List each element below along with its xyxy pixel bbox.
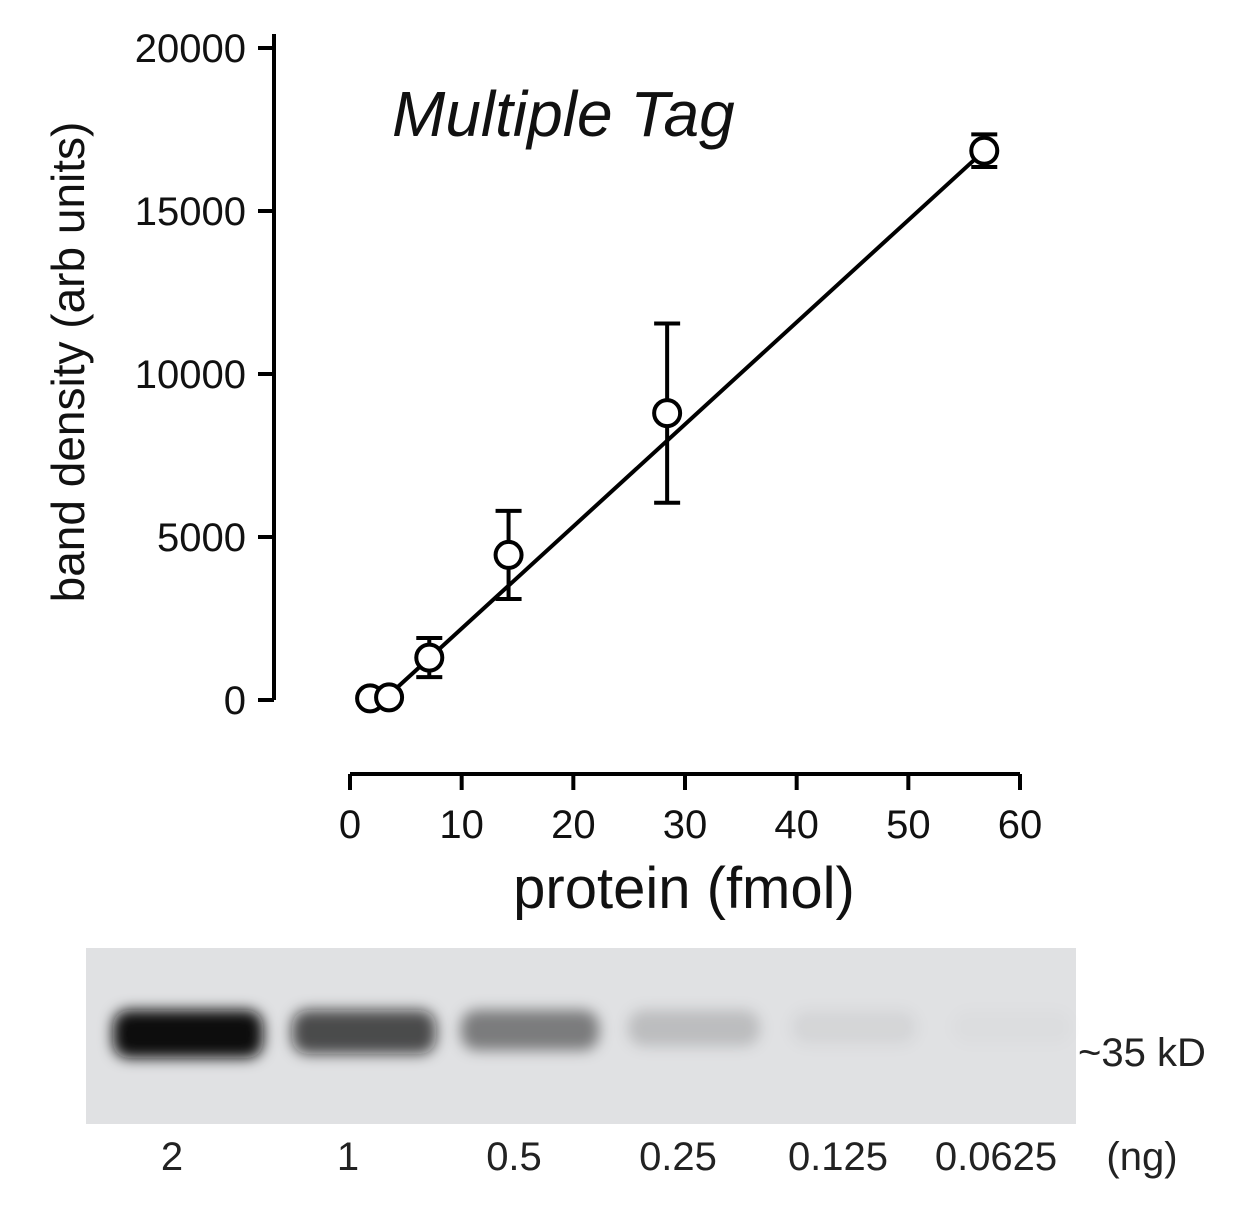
chart-title: Multiple Tag — [392, 78, 735, 150]
data-point — [374, 682, 405, 713]
blot-lane-label: 2 — [161, 1135, 183, 1179]
scatter-chart: 0 5000 10000 15000 20000 0 10 20 30 40 50 60 Multi… — [42, 27, 1042, 921]
x-tick-label: 40 — [774, 803, 819, 847]
fit-line — [382, 149, 986, 702]
blot-band — [292, 1010, 436, 1055]
y-axis-ticks — [258, 46, 274, 702]
blot-unit-label: (ng) — [1106, 1135, 1177, 1179]
y-tick-label: 0 — [224, 679, 246, 723]
x-tick-label: 0 — [339, 803, 361, 847]
x-tick-label: 20 — [551, 803, 596, 847]
y-tick-label: 10000 — [135, 353, 246, 397]
data-point — [969, 135, 1000, 166]
x-axis-tick-labels: 0 10 20 30 40 50 60 — [339, 803, 1042, 847]
blot-lane-label: 1 — [337, 1135, 359, 1179]
x-tick-label: 60 — [998, 803, 1043, 847]
blot-band — [791, 1010, 917, 1045]
blot-marker-label: ~35 kD — [1078, 1031, 1206, 1075]
blot-lane-label: 0.5 — [486, 1135, 542, 1179]
x-tick-label: 30 — [663, 803, 708, 847]
blot-band — [952, 1010, 1072, 1044]
blot-lane-label: 0.0625 — [935, 1135, 1057, 1179]
blot-lane-labels: 2 1 0.5 0.25 0.125 0.0625 — [161, 1135, 1057, 1179]
y-axis-label: band density (arb units) — [42, 122, 94, 603]
blot-lane-label: 0.125 — [788, 1135, 888, 1179]
x-axis-ticks — [348, 774, 1022, 790]
data-point — [414, 642, 445, 673]
western-blot: ~35 kD 2 1 0.5 0.25 0.125 0.0625 (ng) — [86, 948, 1206, 1179]
data-points — [355, 135, 1000, 714]
y-tick-label: 5000 — [157, 516, 246, 560]
blot-band — [628, 1010, 760, 1047]
x-tick-label: 10 — [439, 803, 484, 847]
blot-band — [113, 1010, 263, 1058]
y-tick-label: 15000 — [135, 190, 246, 234]
blot-lane-label: 0.25 — [639, 1135, 717, 1179]
data-point — [652, 398, 683, 429]
y-tick-label: 20000 — [135, 27, 246, 71]
blot-bands — [113, 1010, 1072, 1058]
y-axis-tick-labels: 0 5000 10000 15000 20000 — [135, 27, 246, 723]
blot-band — [461, 1010, 599, 1051]
data-point — [493, 539, 524, 570]
x-tick-label: 50 — [886, 803, 931, 847]
x-axis-label: protein (fmol) — [513, 856, 855, 921]
